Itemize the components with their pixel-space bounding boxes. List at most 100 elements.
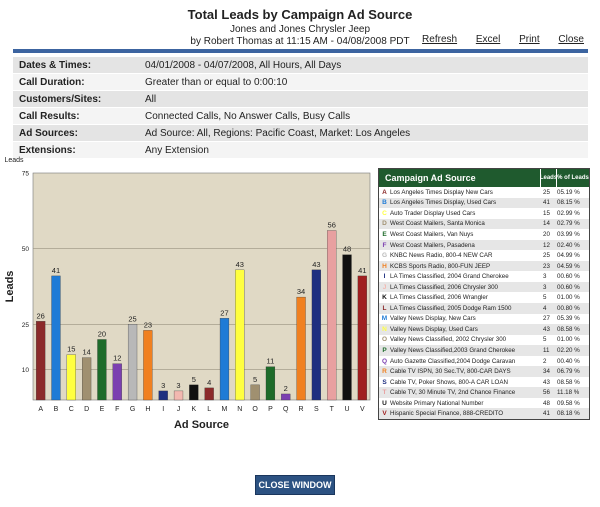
filter-label: Call Duration:	[19, 76, 85, 88]
legend-leads: 48	[543, 399, 550, 407]
bar-value-label: 4	[207, 378, 211, 387]
legend-source-name: Los Angeles Times Display, Used Cars	[390, 199, 497, 207]
x-tick-label: M	[222, 406, 228, 413]
legend-row: E West Coast Mailers, Van Nuys 20 03.99 %	[379, 229, 589, 240]
bar	[51, 275, 61, 401]
legend-letter: H	[382, 262, 387, 270]
legend-letter: F	[382, 241, 387, 249]
legend-row: I LA Times Classified, 2004 Grand Cheroke…	[379, 271, 589, 282]
legend-row: G KNBC News Radio, 800-4 NEW CAR 25 04.99 %	[379, 250, 589, 261]
legend-pct: 04.99 %	[557, 252, 580, 260]
filter-label: Extensions:	[19, 144, 76, 156]
x-tick-label: G	[130, 406, 135, 413]
legend-source-name: Cable TV, Poker Shows, 800-A CAR LOAN	[390, 378, 508, 386]
legend-letter: Q	[381, 357, 388, 365]
bar-value-label: 23	[144, 320, 152, 329]
legend-pct: 02.79 %	[557, 220, 580, 228]
x-tick-label: V	[360, 406, 365, 413]
legend-leads: 41	[543, 410, 550, 418]
x-tick-label: T	[330, 406, 335, 413]
legend-pct: 08.18 %	[557, 410, 580, 418]
bar	[36, 321, 46, 401]
legend-source-name: Auto Trader Display Used Cars	[390, 209, 476, 217]
legend-pct: 02.40 %	[557, 241, 580, 249]
bar-value-label: 26	[36, 311, 44, 320]
x-tick-label: F	[115, 406, 119, 413]
legend-pct: 11.18 %	[557, 389, 580, 397]
legend-letter: U	[382, 399, 387, 407]
bar	[112, 363, 122, 401]
legend-source-name: Valley News Classified, 2002 Chrysler 30…	[390, 336, 507, 344]
x-tick-label: Q	[283, 406, 289, 413]
x-tick-label: B	[54, 406, 59, 413]
filter-value: All	[145, 93, 157, 105]
legend-leads: 3	[543, 273, 547, 281]
filter-value: Connected Calls, No Answer Calls, Busy C…	[145, 110, 351, 122]
filter-row: Extensions: Any Extension	[13, 142, 588, 159]
legend-source-name: Valley News Display, New Cars	[390, 315, 476, 323]
legend-row: M Valley News Display, New Cars 27 05.39 %	[379, 314, 589, 325]
legend-source-name: West Coast Mailers, Van Nuys	[390, 230, 474, 238]
legend-pct: 06.79 %	[557, 368, 580, 376]
x-tick-label: R	[299, 406, 304, 413]
legend-leads: 25	[543, 188, 550, 196]
bar-value-label: 5	[192, 375, 196, 384]
legend-row: P Valley News Classified,2003 Grand Chero…	[379, 345, 589, 356]
filter-summary: Dates & Times: 04/01/2008 - 04/07/2008, …	[13, 57, 588, 159]
legend-letter: O	[381, 336, 388, 344]
legend-source-name: Hispanic Special Finance, 888-CREDITO	[390, 410, 504, 418]
legend-source-name: LA Times Classified, 2005 Dodge Ram 1500	[390, 304, 512, 312]
bar-value-label: 11	[267, 357, 275, 366]
legend-pct: 03.99 %	[557, 230, 580, 238]
bar-value-label: 43	[312, 260, 320, 269]
refresh-link[interactable]: Refresh	[422, 34, 458, 45]
legend-source-name: LA Times Classified, 2004 Grand Cherokee	[390, 273, 509, 281]
bar	[82, 357, 92, 401]
legend-pct: 09.58 %	[557, 399, 580, 407]
bar	[235, 269, 245, 401]
x-tick-label: C	[69, 406, 74, 413]
bar	[173, 390, 184, 401]
filter-value: Greater than or equal to 0:00:10	[145, 76, 288, 88]
bar	[250, 384, 260, 401]
legend-header-name: Campaign Ad Source	[379, 169, 541, 187]
bar	[311, 269, 321, 401]
excel-link[interactable]: Excel	[475, 34, 501, 45]
legend-source-name: Valley News Display, Used Cars	[390, 325, 478, 333]
filter-label: Ad Sources:	[19, 127, 78, 139]
legend-row: U Website Primary National Number 48 09.58 …	[379, 398, 589, 409]
close-window-button[interactable]: CLOSE WINDOW	[255, 475, 335, 495]
legend-leads: 11	[543, 346, 550, 354]
bar	[296, 296, 306, 401]
legend-letter: T	[382, 389, 387, 397]
legend-row: R Cable TV ISPN, 30 Sec.TV, 800-CAR DAYS 3…	[379, 366, 589, 377]
bar-value-label: 3	[176, 381, 180, 390]
legend-row: N Valley News Display, Used Cars 43 08.58 %	[379, 324, 589, 335]
legend-pct: 00.80 %	[557, 304, 580, 312]
bar-value-label: 56	[328, 221, 336, 230]
report-header: Total Leads by Campaign Ad Source Jones …	[0, 0, 600, 50]
close-link[interactable]: Close	[558, 34, 584, 45]
legend-letter: C	[382, 209, 387, 217]
filter-row: Ad Sources: Ad Source: All, Regions: Pac…	[13, 125, 588, 142]
bar	[66, 354, 76, 401]
bar	[97, 339, 107, 401]
y-tick-label: 50	[22, 246, 30, 253]
x-tick-label: N	[237, 406, 242, 413]
legend-source-name: West Coast Mailers, Pasadena	[390, 241, 475, 249]
report-byline: by Robert Thomas at 11:15 AM - 04/08/200…	[190, 36, 410, 47]
print-link[interactable]: Print	[519, 34, 540, 45]
filter-value: 04/01/2008 - 04/07/2008, All Hours, All …	[145, 59, 342, 71]
bar	[357, 275, 367, 401]
legend-header-pct: % of Leads	[557, 174, 589, 181]
legend-source-name: Auto Gazette Classified,2004 Dodge Carav…	[390, 357, 516, 365]
legend-pct: 08.58 %	[557, 378, 580, 386]
bar-value-label: 12	[113, 354, 121, 363]
legend-row: S Cable TV, Poker Shows, 800-A CAR LOAN 43…	[379, 377, 589, 388]
legend-row: H KCBS Sports Radio, 800-FUN JEEP 23 04.59 …	[379, 260, 589, 272]
filter-label: Customers/Sites:	[19, 93, 102, 105]
bar-value-label: 2	[284, 384, 288, 393]
legend-leads: 23	[543, 262, 550, 270]
x-tick-label: D	[84, 406, 89, 413]
x-tick-label: J	[177, 406, 181, 413]
